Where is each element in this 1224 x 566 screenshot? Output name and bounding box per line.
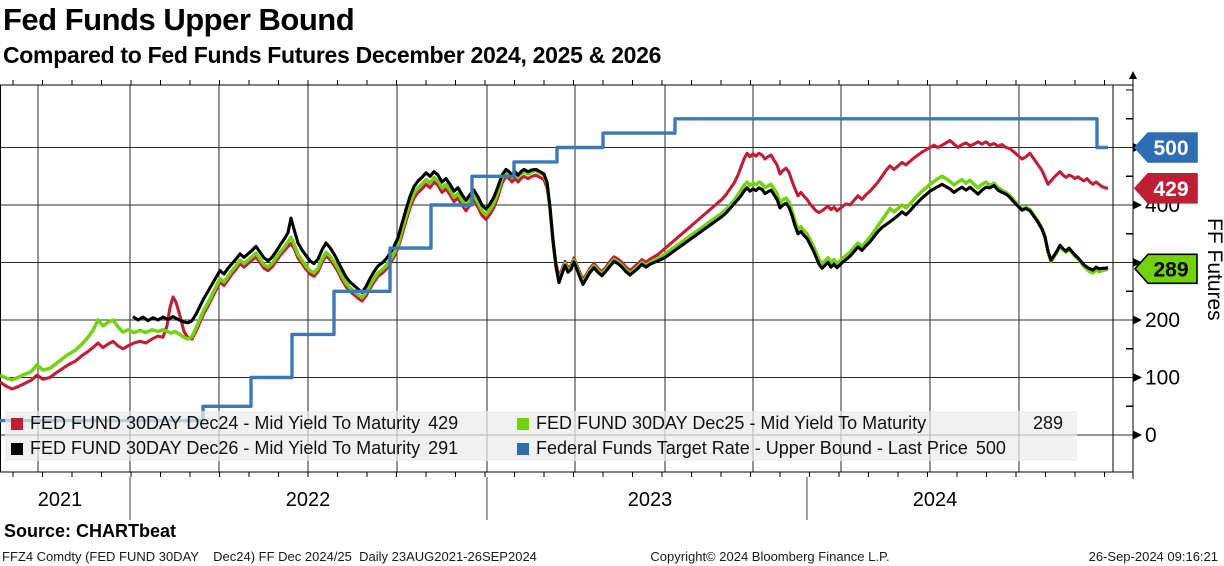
- price-badge: [1133, 173, 1198, 204]
- source-label: Source: CHARTbeat: [4, 521, 177, 541]
- x-tick-label-2022: 2022: [285, 489, 331, 511]
- y-tick-label: 100: [1145, 367, 1180, 390]
- legend-swatch-icon: [517, 442, 529, 455]
- chart-legend: FED FUND 30DAY Dec24 - Mid Yield To Matu…: [5, 411, 1077, 461]
- legend-label: FED FUND 30DAY Dec26 - Mid Yield To Matu…: [30, 438, 421, 458]
- legend-entry-0[interactable]: FED FUND 30DAY Dec24 - Mid Yield To Matu…: [5, 413, 511, 434]
- price-badge-value: 429: [1153, 178, 1188, 201]
- legend-label: FED FUND 30DAY Dec25 - Mid Yield To Matu…: [536, 413, 927, 433]
- y-tick-arrow-icon: [1133, 200, 1142, 210]
- series-line-2: [132, 167, 1109, 325]
- legend-entry-3[interactable]: Federal Funds Target Rate - Upper Bound …: [511, 438, 1077, 459]
- y-axis-arrow-icon: [1129, 71, 1137, 79]
- legend-last-value: 289: [1032, 413, 1063, 433]
- legend-last-value: 500: [975, 438, 1006, 458]
- page-title: Fed Funds Upper Bound: [3, 2, 355, 37]
- y-tick-arrow-icon: [1133, 430, 1142, 440]
- footer-copyright: Copyright© 2024 Bloomberg Finance L.P.: [650, 549, 890, 564]
- price-badge-value: 500: [1153, 137, 1188, 160]
- footer-bar: FFZ4 Comdty (FED FUND 30DAY Dec24) FF De…: [0, 549, 1224, 566]
- y-tick-label: 200: [1145, 309, 1180, 332]
- x-tick-label-2023: 2023: [627, 489, 673, 511]
- footer-timestamp: 26-Sep-2024 09:16:21: [1088, 549, 1218, 564]
- legend-last-value: 429: [428, 413, 459, 433]
- x-tick-label-2021: 2021: [37, 489, 83, 511]
- series-line-3: [0, 117, 1108, 423]
- legend-label: FED FUND 30DAY Dec24 - Mid Yield To Matu…: [30, 413, 421, 433]
- y-tick-label: 0: [1145, 424, 1157, 447]
- x-tick-label-2024: 2024: [912, 489, 958, 511]
- legend-swatch-icon: [11, 417, 23, 430]
- y-tick-arrow-icon: [1133, 373, 1142, 382]
- legend-entry-2[interactable]: FED FUND 30DAY Dec26 - Mid Yield To Matu…: [5, 438, 511, 459]
- legend-last-value: 291: [428, 438, 459, 458]
- legend-swatch-icon: [11, 442, 23, 455]
- legend-entry-1[interactable]: FED FUND 30DAY Dec25 - Mid Yield To Matu…: [511, 413, 1077, 434]
- legend-label: Federal Funds Target Rate - Upper Bound …: [536, 438, 968, 458]
- page-subtitle: Compared to Fed Funds Futures December 2…: [3, 42, 662, 68]
- price-badge-value: 289: [1153, 258, 1188, 281]
- series-line-1: [0, 168, 1109, 382]
- legend-swatch-icon: [517, 417, 529, 430]
- price-badge: [1133, 253, 1198, 285]
- y-axis-title: FF Futures: [1203, 218, 1224, 321]
- y-tick-arrow-icon: [1133, 258, 1142, 267]
- footer-security-info: FFZ4 Comdty (FED FUND 30DAY Dec24) FF De…: [2, 549, 537, 564]
- y-tick-arrow-icon: [1133, 315, 1142, 325]
- price-badge: [1133, 132, 1198, 163]
